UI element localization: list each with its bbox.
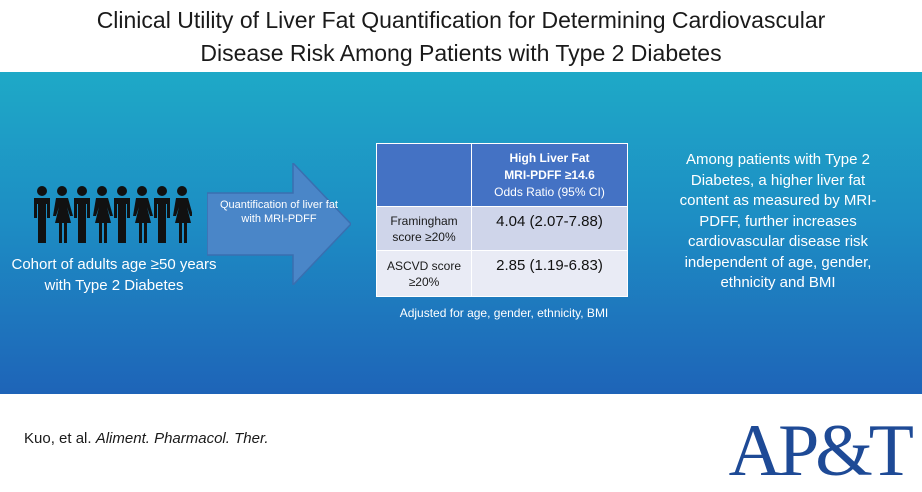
citation-journal: Aliment. Pharmacol. Ther.: [95, 430, 269, 447]
summary-text: Among patients with Type 2 Diabetes, a h…: [679, 151, 877, 291]
person-female-icon: [133, 186, 153, 243]
table-footnote: Adjusted for age, gender, ethnicity, BMI: [399, 306, 609, 320]
journal-logo: AP&T: [728, 410, 914, 492]
title-line-1: Clinical Utility of Liver Fat Quantifica…: [96, 7, 826, 33]
person-female-icon: [173, 186, 192, 243]
cohort-description: Cohort of adults age ≥50 years with Type…: [11, 256, 217, 294]
person-male-icon: [34, 186, 50, 243]
table-header-cell: High Liver Fat MRI-PDFF ≥14.6 Odds Ratio…: [471, 143, 628, 207]
row-value: 2.85 (1.19-6.83): [471, 250, 628, 297]
row-label: ASCVD score ≥20%: [376, 250, 472, 297]
arrow-label: Quantification of liver fat with MRI-PDF…: [219, 199, 338, 225]
header-odds-ratio: Odds Ratio (95% CI): [494, 184, 605, 199]
odds-ratio-table: High Liver Fat MRI-PDFF ≥14.6 Odds Ratio…: [376, 143, 628, 297]
person-male-icon: [154, 186, 170, 243]
person-female-icon: [53, 186, 73, 243]
row-value: 4.04 (2.07-7.88): [471, 206, 628, 251]
header-mri-threshold: MRI-PDFF ≥14.6: [504, 167, 595, 182]
person-female-icon: [93, 186, 113, 243]
table-row: ASCVD score ≥20% 2.85 (1.19-6.83): [376, 250, 628, 297]
table-row: Framingham score ≥20% 4.04 (2.07-7.88): [376, 206, 628, 251]
person-male-icon: [114, 186, 130, 243]
right-arrow-icon: [207, 163, 351, 285]
title-line-2: Disease Risk Among Patients with Type 2 …: [200, 40, 722, 66]
table-corner-cell: [376, 143, 472, 207]
person-male-icon: [74, 186, 90, 243]
infographic-title: Clinical Utility of Liver Fat Quantifica…: [0, 4, 922, 70]
citation-authors: Kuo, et al.: [24, 430, 92, 447]
row-label: Framingham score ≥20%: [376, 206, 472, 251]
header-high-liver-fat: High Liver Fat: [509, 150, 590, 165]
citation: Kuo, et al. Aliment. Pharmacol. Ther.: [24, 430, 269, 447]
people-group-icon: [34, 186, 192, 243]
